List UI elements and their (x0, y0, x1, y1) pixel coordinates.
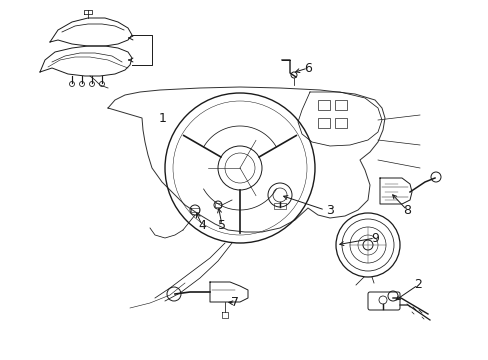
Bar (334, 100, 346, 110)
Bar (215, 203, 221, 207)
Bar (273, 203, 285, 209)
Text: 4: 4 (198, 219, 205, 231)
Text: 8: 8 (402, 203, 410, 216)
Text: 7: 7 (230, 297, 239, 310)
Text: 9: 9 (370, 231, 378, 244)
Text: 6: 6 (304, 62, 311, 75)
Bar (317, 100, 329, 110)
Bar (334, 118, 346, 128)
Text: 2: 2 (413, 279, 421, 292)
Text: 3: 3 (325, 203, 333, 216)
Text: 1: 1 (159, 112, 166, 125)
Bar (317, 118, 329, 128)
Text: 5: 5 (218, 219, 225, 231)
